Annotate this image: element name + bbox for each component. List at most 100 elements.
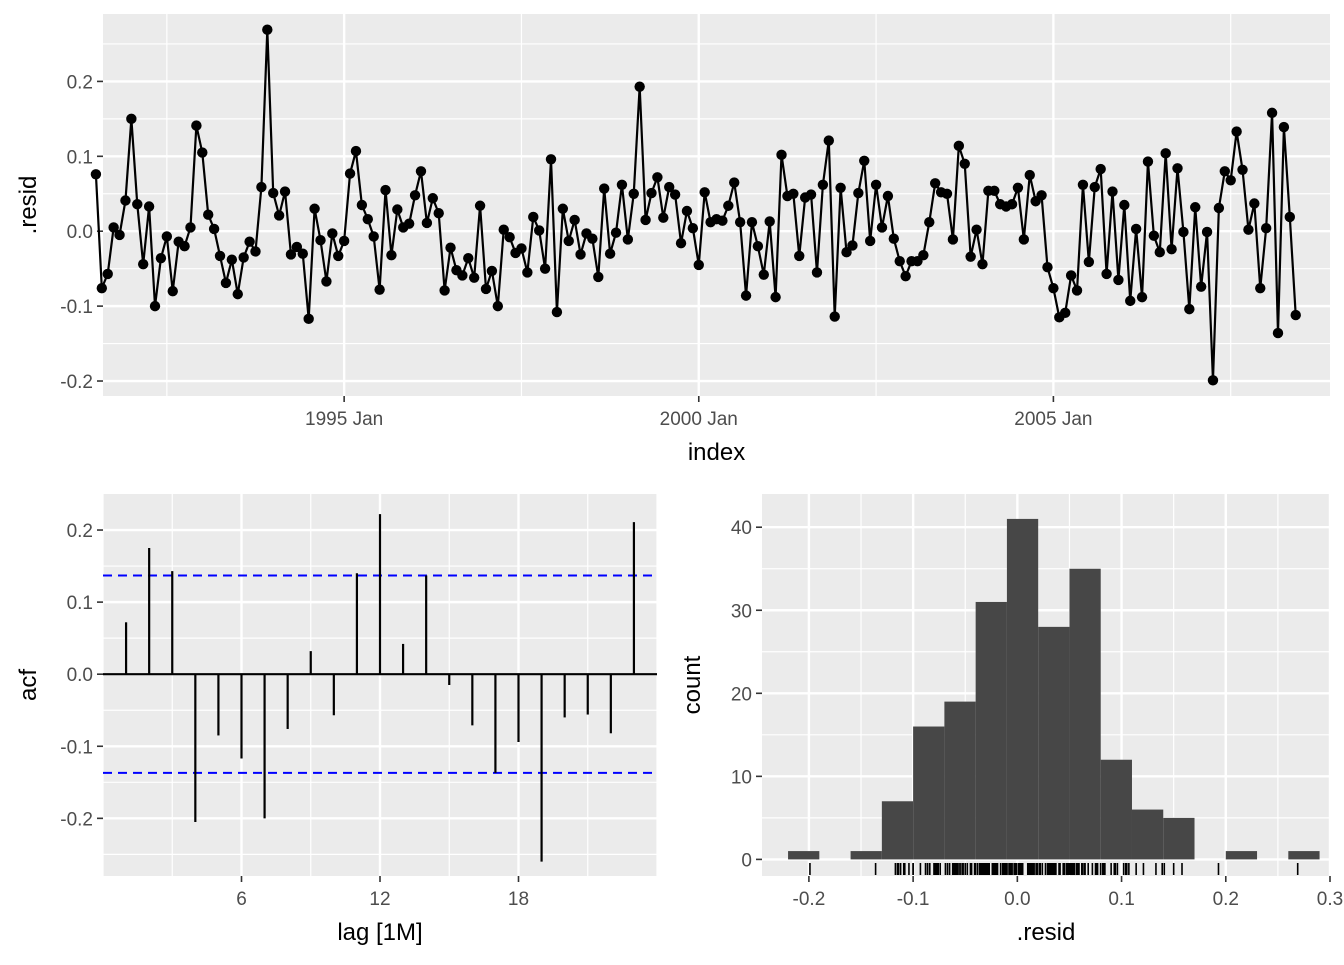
x-tick-label: 2000 Jan [660,409,738,430]
resid-point [143,201,155,212]
resid-point [1119,199,1130,211]
resid-point [1278,121,1290,133]
resid-point [971,224,982,235]
resid-point [203,209,214,220]
x-tick-label: 0.0 [1004,889,1030,910]
resid-point [309,203,320,214]
resid-point [811,267,823,278]
histogram-bar [1038,626,1070,860]
resid-point [864,235,876,247]
y-axis-title: acf [15,669,42,701]
residual-time-plot: -0.2 -0.1 0.0 0.1 0.2 1995 Jan 2000 Jan 2005 Ja… [15,14,1330,466]
resid-point [734,217,746,228]
resid-point [1237,164,1248,175]
resid-point [108,222,119,233]
x-tick-label: 18 [508,889,529,910]
resid-point [1101,268,1112,280]
resid-point [1195,281,1207,292]
resid-point [941,188,953,199]
resid-point [622,234,634,245]
resid-point [1190,202,1201,213]
resid-point [421,217,433,229]
resid-point [1083,256,1095,268]
resid-point [1006,199,1018,210]
resid-point [474,200,486,211]
resid-point [563,235,574,247]
resid-point [918,249,929,261]
resid-point [664,181,675,193]
resid-point [1166,243,1177,255]
resid-point [1136,291,1148,303]
resid-point [291,241,303,253]
resid-point [746,217,758,228]
resid-point [1113,274,1124,286]
resid-point [149,300,161,312]
resid-point [208,223,220,235]
resid-point [1160,148,1171,159]
y-tick-label: -0.2 [60,372,93,393]
resid-point [268,187,279,199]
resid-point [516,243,527,254]
resid-point [480,283,492,295]
resid-point [924,217,935,228]
y-tick-label: 40 [731,518,752,539]
histogram-bar [944,701,976,860]
resid-point [315,235,326,246]
resid-point [439,285,450,296]
resid-point [368,231,379,242]
resid-point [1060,307,1071,319]
resid-point [262,24,273,35]
resid-point [161,231,173,242]
resid-point [1012,182,1024,193]
resid-point [1142,156,1154,167]
resid-point [374,284,385,295]
resid-point [758,269,769,280]
resid-point [953,140,965,152]
resid-point [179,240,190,252]
resid-point [1018,234,1030,245]
resid-point [640,214,651,226]
resid-point [321,276,332,287]
resid-point [1178,226,1189,238]
resid-point [1243,224,1254,235]
resid-point [457,270,468,281]
resid-point [870,179,882,190]
resid-point [244,236,255,247]
resid-point [96,282,108,294]
resid-point [959,158,970,170]
resid-point [1219,166,1230,177]
resid-point [977,258,988,270]
resid-point [539,263,551,274]
histogram-bar [1163,817,1195,860]
resid-point [1231,126,1242,137]
resid-point [817,179,829,190]
x-tick-label: 1995 Jan [305,409,383,430]
histogram-bar [1131,809,1164,860]
resid-point [90,169,102,180]
resid-point [114,229,125,241]
resid-point [604,248,616,259]
resid-point [616,179,628,190]
histogram-bar [788,851,820,860]
resid-point [628,188,639,199]
resid-point [1024,169,1035,181]
resid-point [853,187,864,199]
resid-point [191,120,202,131]
resid-point [445,242,456,253]
histogram-bar [850,851,882,860]
y-tick-label: 0.0 [67,222,93,243]
y-tick-label: 20 [731,684,752,705]
resid-point [1249,198,1260,209]
resid-point [220,277,232,289]
resid-point [1130,223,1142,235]
resid-point [533,225,545,236]
x-axis-title: .resid [1017,919,1076,946]
resid-point [1201,226,1213,238]
x-tick-label: 0.2 [1213,889,1239,910]
resid-point [185,222,196,233]
histogram-bar [1288,851,1320,860]
resid-point [788,188,799,199]
resid-point [1184,303,1195,315]
residual-histogram: 0 10 20 30 40 -0.2 -0.1 0.0 0.1 0.2 0.3 .resid count [679,494,1343,946]
